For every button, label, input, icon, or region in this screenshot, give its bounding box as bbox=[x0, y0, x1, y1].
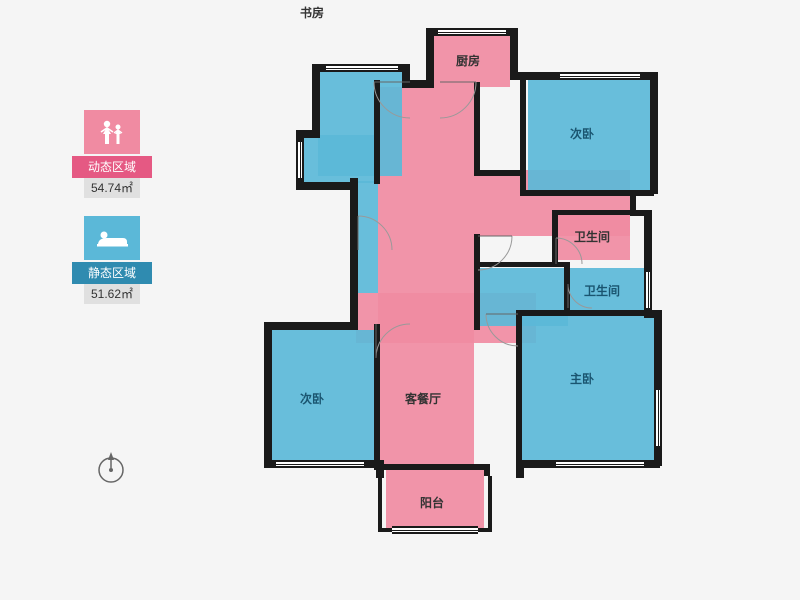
label-bed2a: 次卧 bbox=[570, 125, 594, 142]
legend-dynamic-label: 动态区域 bbox=[72, 156, 152, 178]
label-master: 主卧 bbox=[570, 370, 594, 387]
compass-icon bbox=[95, 450, 127, 482]
legend-static-label: 静态区域 bbox=[72, 262, 152, 284]
floorplan: 厨房 次卧 卫生间 卫生间 主卧 次卧 客餐厅 阳台 bbox=[260, 20, 740, 580]
door-arcs bbox=[260, 20, 740, 580]
label-bath1: 卫生间 bbox=[574, 228, 610, 245]
study-external-label: 书房 bbox=[300, 4, 324, 21]
label-bed2b: 次卧 bbox=[300, 390, 324, 407]
people-icon bbox=[84, 110, 140, 154]
sleep-icon bbox=[84, 216, 140, 260]
label-kitchen: 厨房 bbox=[456, 52, 480, 69]
legend-dynamic-value: 54.74㎡ bbox=[84, 178, 140, 198]
legend-static-value: 51.62㎡ bbox=[84, 284, 140, 304]
label-balcony: 阳台 bbox=[420, 494, 444, 511]
label-living: 客餐厅 bbox=[405, 390, 441, 407]
legend-static: 静态区域 51.62㎡ bbox=[72, 216, 152, 304]
label-bath2: 卫生间 bbox=[584, 282, 620, 299]
legend-dynamic: 动态区域 54.74㎡ bbox=[72, 110, 152, 198]
legend: 动态区域 54.74㎡ 静态区域 51.62㎡ bbox=[72, 110, 152, 322]
